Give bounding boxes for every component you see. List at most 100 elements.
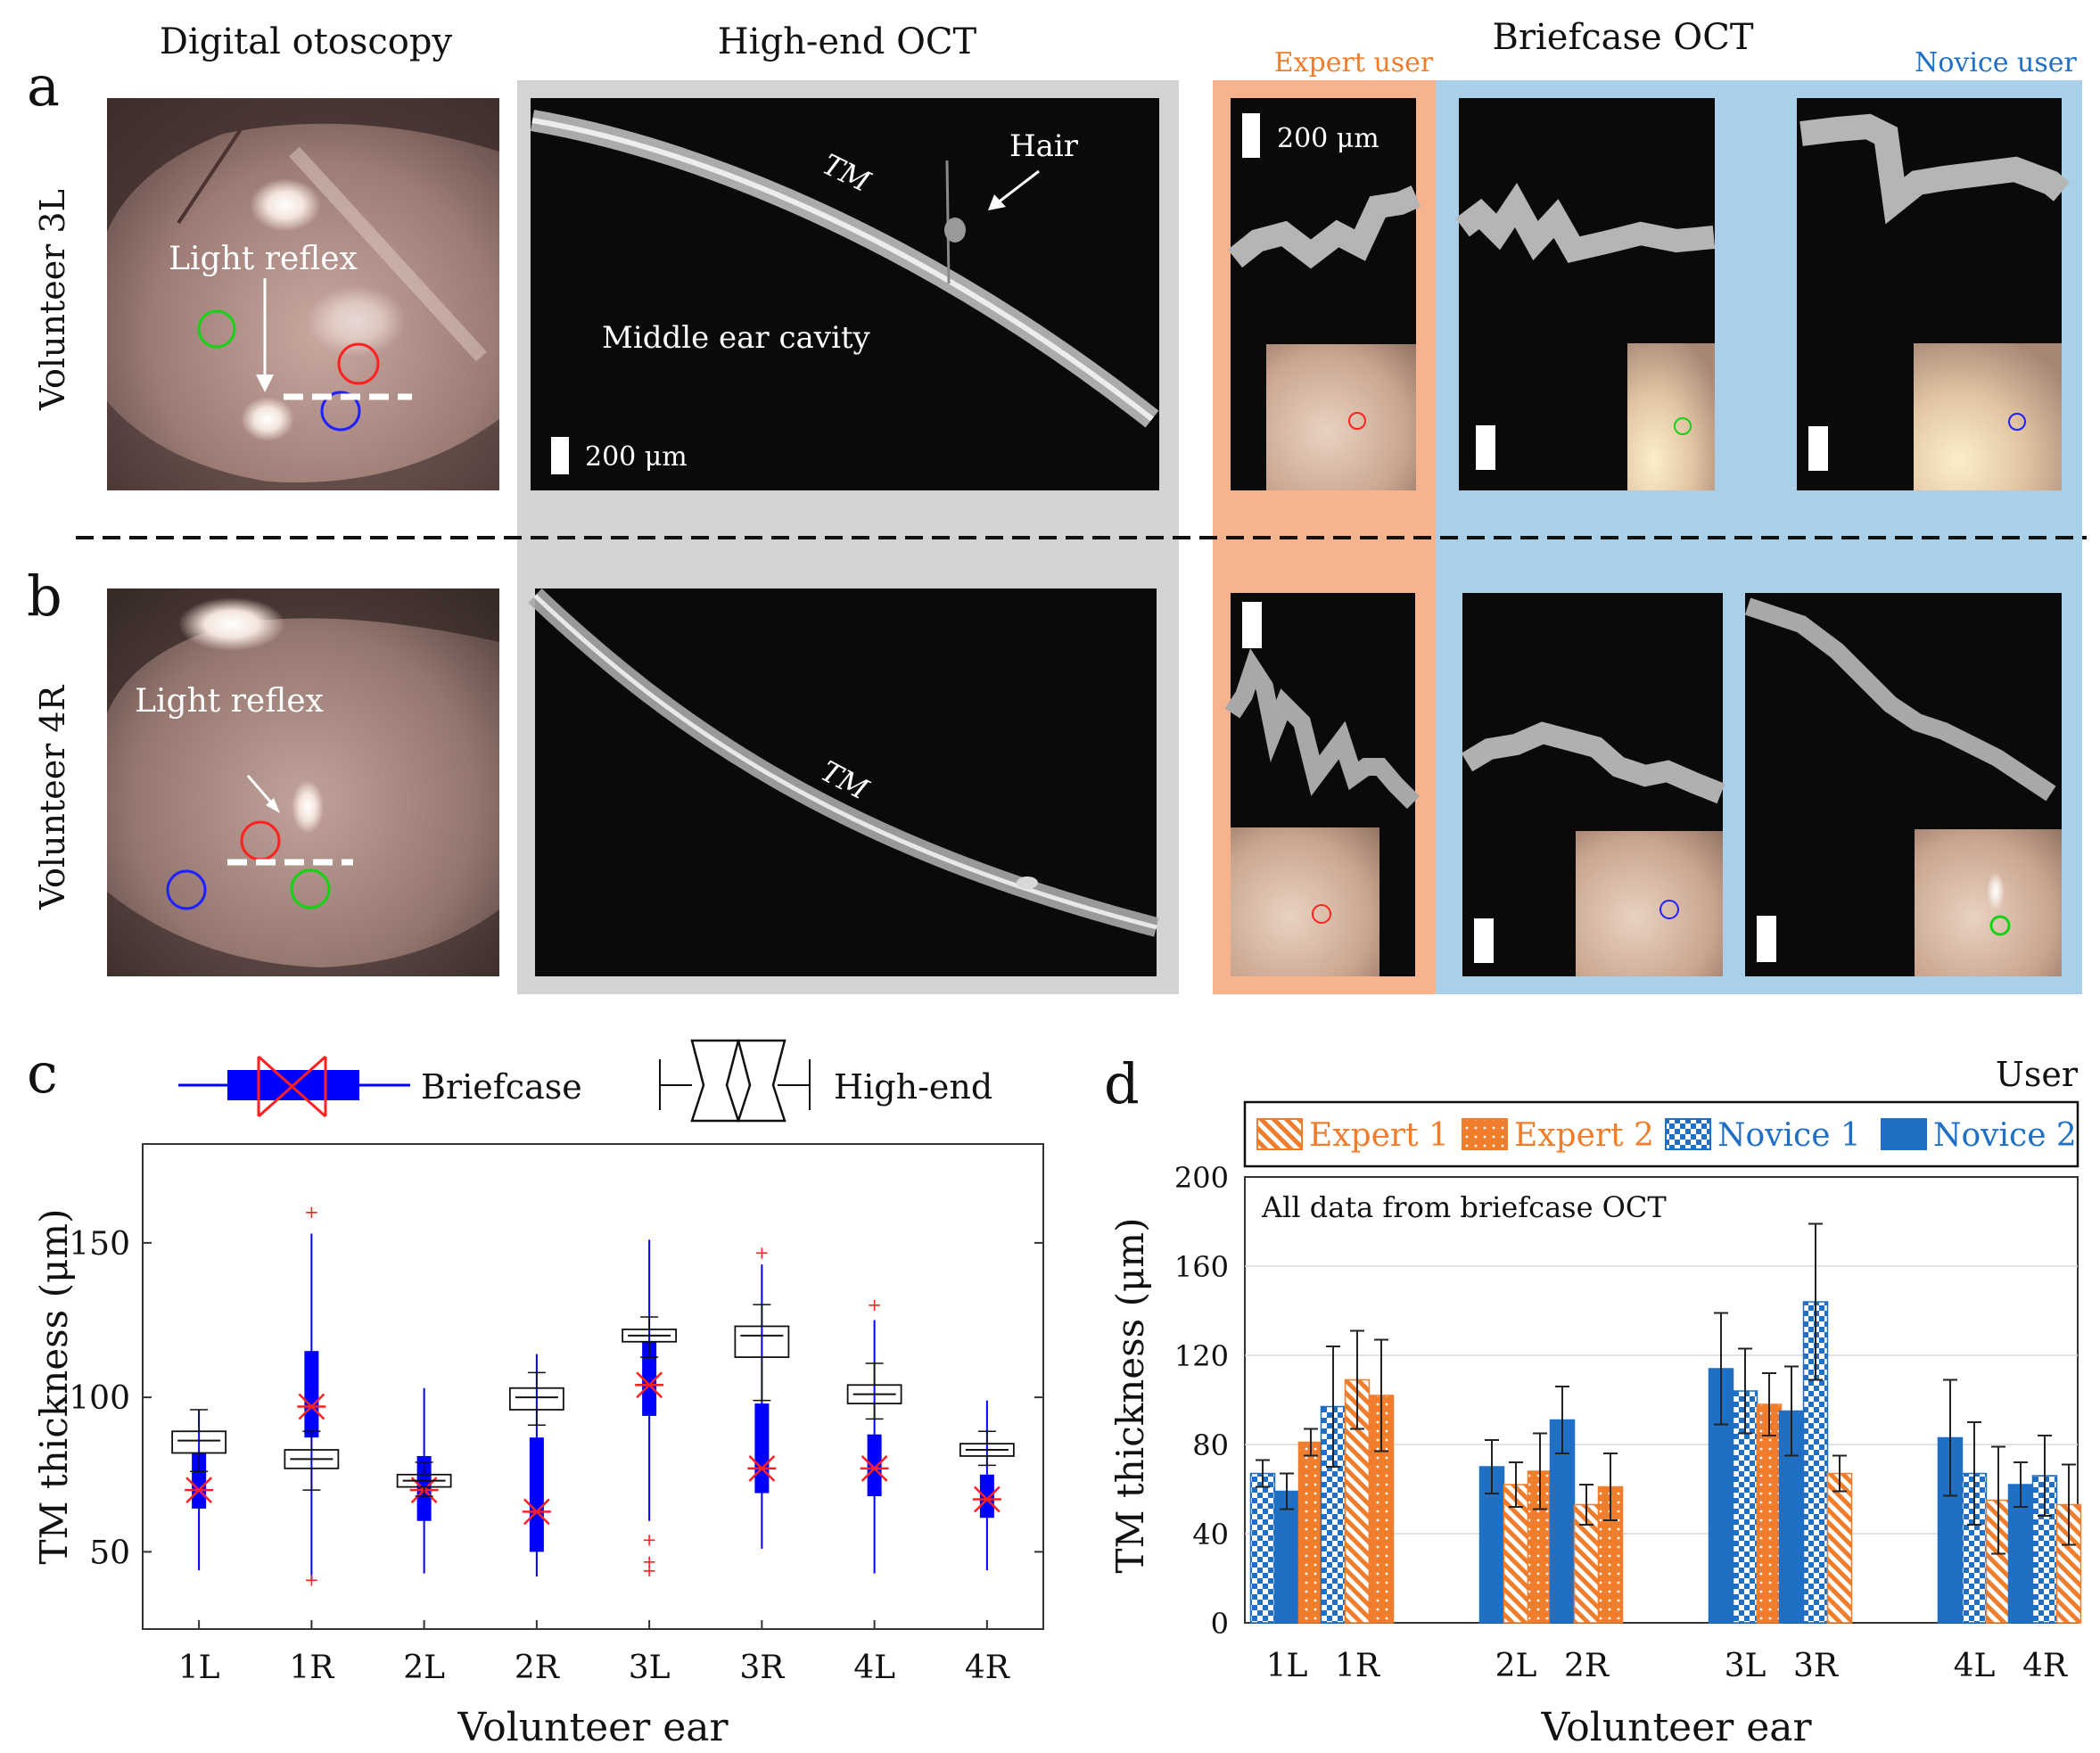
bar-xtick-label: 1R	[1335, 1648, 1380, 1684]
briefcase-outlier: +	[642, 1551, 657, 1572]
bar-xtick-label: 2R	[1564, 1648, 1610, 1684]
legend-expert-2-label: Expert 2	[1514, 1117, 1654, 1154]
bar-xtick-label: 4R	[2022, 1648, 2068, 1684]
bar-legend-frame	[1243, 1100, 2079, 1168]
box-plot-axes: 50 100 150 1L 1R 2L 2R 3L 3R 4L 4R	[69, 1226, 1043, 1686]
briefcase-oct-a-expert: 200 μm	[1227, 98, 1421, 490]
bar-xlabel: Volunteer ear	[1540, 1705, 1812, 1750]
briefcase-box	[754, 1403, 770, 1494]
bar-expert-2	[1297, 1441, 1324, 1624]
briefcase-median	[522, 1498, 551, 1526]
bar-xtick-label: 1L	[1266, 1648, 1308, 1684]
panel-c-letter: c	[27, 1041, 58, 1106]
header-highend: High-end OCT	[718, 21, 977, 62]
header-expert-user: Expert user	[1274, 47, 1434, 78]
legend-expert-2: Expert 2	[1462, 1117, 1654, 1154]
briefcase-box	[867, 1434, 882, 1497]
bar-ytick-label: 0	[1211, 1607, 1229, 1641]
highend-box	[959, 1443, 1015, 1457]
scale-bar	[551, 437, 569, 474]
bar-ytick-label: 40	[1192, 1518, 1229, 1551]
bar-novice-1	[1249, 1472, 1276, 1624]
briefcase-median	[297, 1393, 326, 1420]
box-xtick-label: 1R	[289, 1650, 334, 1686]
briefcase-outlier: +	[754, 1241, 770, 1263]
briefcase-median	[635, 1371, 664, 1399]
bar-xtick-label: 3L	[1725, 1648, 1766, 1684]
hair-arrow-icon	[988, 194, 1006, 210]
bar-ytick-label: 160	[1174, 1250, 1229, 1284]
highend-box	[284, 1449, 340, 1469]
bar-chart-marks	[1249, 1222, 2082, 1624]
bar-ytick-label: 120	[1174, 1339, 1229, 1373]
legend-novice-1-label: Novice 1	[1717, 1117, 1861, 1154]
bar-expert-2	[1756, 1403, 1783, 1624]
green-circle-marker	[197, 309, 236, 349]
box-xtick-label: 4L	[853, 1650, 895, 1686]
volunteer-a-label: Volunteer 3L	[33, 189, 72, 411]
highend-oct-image-b: TM	[528, 588, 1159, 976]
legend-briefcase: Briefcase	[178, 1055, 582, 1118]
scale-label-briefcase: 200 μm	[1277, 123, 1379, 154]
box-xtick-label: 3L	[629, 1650, 671, 1686]
briefcase-box	[642, 1341, 657, 1416]
hair-label: Hair	[1009, 128, 1079, 164]
otoscopy-image-a: Light reflex	[107, 98, 499, 490]
bar-annotation: All data from briefcase OCT	[1261, 1190, 1667, 1224]
briefcase-median	[747, 1454, 777, 1482]
panel-d-letter: d	[1104, 1051, 1140, 1116]
highend-box	[734, 1325, 790, 1358]
light-reflex-b-label: Light reflex	[135, 683, 324, 720]
scale-label-highend: 200 μm	[585, 441, 688, 473]
bar-xtick-label: 2L	[1495, 1648, 1537, 1684]
bar-ylabel: TM thickness (μm)	[1108, 1218, 1152, 1574]
legend-title-user: User	[1996, 1055, 2079, 1094]
light-reflex-a-label: Light reflex	[169, 241, 358, 277]
legend-briefcase-label: Briefcase	[421, 1067, 582, 1107]
box-ytick-label: 50	[89, 1535, 130, 1571]
box-ytick-label: 100	[69, 1380, 130, 1417]
briefcase-box	[304, 1351, 319, 1438]
box-xtick-label: 2R	[515, 1650, 560, 1686]
box-ylabel: TM thickness (μm)	[32, 1209, 76, 1565]
box-xlabel: Volunteer ear	[457, 1705, 729, 1750]
highend-box	[396, 1473, 452, 1488]
briefcase-median	[972, 1486, 1001, 1513]
box-xtick-label: 2L	[403, 1650, 445, 1686]
briefcase-outlier: +	[867, 1294, 882, 1315]
legend-highend: High-end	[659, 1039, 992, 1123]
header-briefcase: Briefcase OCT	[1492, 17, 1753, 58]
bar-ytick-label: 200	[1174, 1161, 1229, 1195]
briefcase-outlier: +	[642, 1529, 657, 1551]
legend-expert-1: Expert 1	[1256, 1117, 1449, 1154]
legend-novice-1: Novice 1	[1665, 1117, 1861, 1154]
box-ytick-label: 150	[69, 1226, 130, 1263]
panel-a-letter: a	[27, 53, 60, 119]
briefcase-oct-b-novice-2	[1744, 593, 2062, 976]
otoscopy-image-b: Light reflex	[107, 588, 499, 976]
box-plot-marks: +++++++	[171, 1201, 1015, 1591]
bar-xtick-label: 4L	[1954, 1648, 1996, 1684]
bar-ytick-label: 80	[1192, 1428, 1229, 1462]
panel-b-letter: b	[27, 564, 62, 629]
briefcase-outlier: +	[304, 1201, 319, 1222]
highend-box	[622, 1328, 678, 1343]
briefcase-oct-b-expert	[1224, 593, 1421, 976]
box-xtick-label: 3R	[739, 1650, 785, 1686]
bar-xtick-label: 3R	[1793, 1648, 1839, 1684]
bar-chart-frame	[1244, 1176, 2079, 1624]
bar-novice-2	[1273, 1490, 1300, 1624]
briefcase-oct-b-novice-1	[1461, 593, 1725, 976]
box-plot-frame	[142, 1143, 1044, 1630]
briefcase-oct-a-novice-2	[1797, 98, 2070, 490]
red-circle-marker	[337, 342, 380, 385]
legend-novice-2: Novice 2	[1881, 1117, 2077, 1154]
highend-box	[171, 1430, 227, 1454]
highend-oct-image-a: TM Hair Middle ear cavity 200 μm	[530, 98, 1159, 490]
legend-expert-1-label: Expert 1	[1309, 1117, 1449, 1154]
cavity-label: Middle ear cavity	[602, 320, 871, 356]
box-xtick-label: 4R	[965, 1650, 1010, 1686]
briefcase-median	[185, 1477, 214, 1503]
bar-chart-axes: 0 40 80 120 160 200 1L 1R 2L 2R 3L 3R 4L 4R	[1174, 1161, 2078, 1684]
